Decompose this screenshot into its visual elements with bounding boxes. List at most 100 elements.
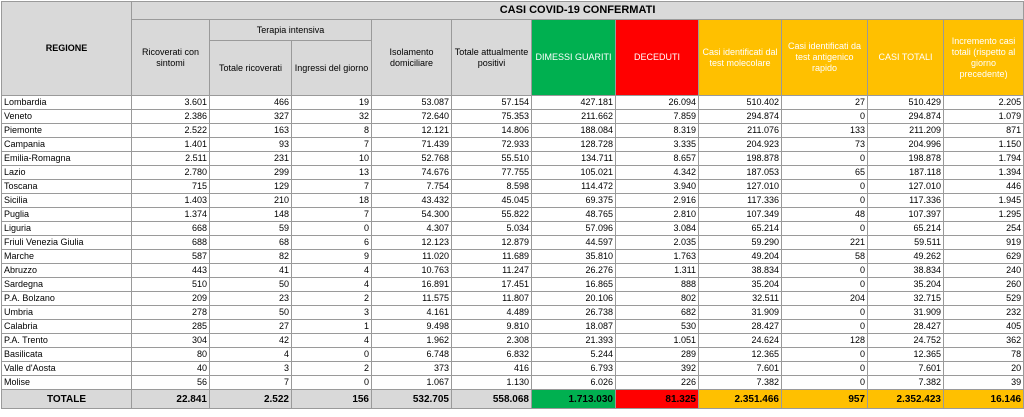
cell: 11.689 <box>451 249 532 264</box>
cell: 2.522 <box>131 123 210 138</box>
cell: 188.084 <box>531 123 616 138</box>
cell: 6.793 <box>531 361 616 376</box>
cell: 0 <box>781 263 868 278</box>
cell: 1 <box>291 319 372 334</box>
cell: 1.763 <box>615 249 699 264</box>
cell: 871 <box>942 123 1024 138</box>
cell: 204.996 <box>867 137 944 152</box>
cell: 12.879 <box>451 235 532 250</box>
cell: 4.161 <box>371 305 452 320</box>
cell: 107.397 <box>867 207 944 222</box>
cell: 254 <box>942 221 1024 236</box>
cell: 0 <box>781 277 868 292</box>
cell: 4.489 <box>451 305 532 320</box>
cell: 55.822 <box>451 207 532 222</box>
cell: 0 <box>291 347 372 362</box>
cell: 48.765 <box>531 207 616 222</box>
region-name: Basilicata <box>1 347 132 362</box>
table-row: Lazio 2.780 299 13 74.676 77.755 105.021 4.342 1… <box>1 165 1024 180</box>
column-header: DECEDUTI <box>615 19 699 96</box>
cell: 3.940 <box>615 179 699 194</box>
total-row: TOTALE 22.841 2.522 156 532.705 558.068 1.713.… <box>1 389 1024 409</box>
cell: 93 <box>209 137 292 152</box>
cell: 392 <box>615 361 699 376</box>
cell: 12.365 <box>698 347 782 362</box>
cell: 4 <box>291 263 372 278</box>
cell: 28.427 <box>698 319 782 334</box>
cell: 48 <box>781 207 868 222</box>
cell: 466 <box>209 95 292 110</box>
cell: 2.511 <box>131 151 210 166</box>
cell: 510.402 <box>698 95 782 110</box>
cell: 888 <box>615 277 699 292</box>
cell: 10.763 <box>371 263 452 278</box>
cell: 26.276 <box>531 263 616 278</box>
cell: 2.035 <box>615 235 699 250</box>
column-header: Casi identificati da test antigenico rap… <box>781 19 868 96</box>
column-header: Ricoverati con sintomi <box>131 19 210 96</box>
cell: 59.290 <box>698 235 782 250</box>
cell: 3.601 <box>131 95 210 110</box>
cell: 1.962 <box>371 333 452 348</box>
cell: 128.728 <box>531 137 616 152</box>
column-header: CASI TOTALI <box>867 19 944 96</box>
cell: 19 <box>291 95 372 110</box>
cell: 65.214 <box>867 221 944 236</box>
region-name: Veneto <box>1 109 132 124</box>
cell: 24.752 <box>867 333 944 348</box>
region-name: Sicilia <box>1 193 132 208</box>
cell: 4.342 <box>615 165 699 180</box>
cell: 11.575 <box>371 291 452 306</box>
cell: 211.209 <box>867 123 944 138</box>
cell: 204 <box>781 291 868 306</box>
total-label: TOTALE <box>1 389 132 409</box>
cell: 133 <box>781 123 868 138</box>
cell: 163 <box>209 123 292 138</box>
total-cell: 1.713.030 <box>531 389 616 409</box>
cell: 1.051 <box>615 333 699 348</box>
cell: 128 <box>781 333 868 348</box>
cell: 1.295 <box>942 207 1024 222</box>
total-cell: 2.351.466 <box>698 389 782 409</box>
cell: 221 <box>781 235 868 250</box>
cell: 0 <box>781 375 868 390</box>
table-row: Lombardia 3.601 466 19 53.087 57.154 427.181 26… <box>1 95 1024 110</box>
cell: 80 <box>131 347 210 362</box>
region-name: Marche <box>1 249 132 264</box>
cell: 32.511 <box>698 291 782 306</box>
cell: 59.511 <box>867 235 944 250</box>
cell: 3.335 <box>615 137 699 152</box>
cell: 226 <box>615 375 699 390</box>
cell: 38.834 <box>867 263 944 278</box>
cell: 7.601 <box>867 361 944 376</box>
group-header: Terapia intensiva <box>209 19 372 41</box>
region-name: Lazio <box>1 165 132 180</box>
cell: 5.244 <box>531 347 616 362</box>
table-row: Toscana 715 129 7 7.754 8.598 114.472 3.940 127.… <box>1 179 1024 194</box>
cell: 2.780 <box>131 165 210 180</box>
cell: 45.045 <box>451 193 532 208</box>
total-cell: 957 <box>781 389 868 409</box>
cell: 4.307 <box>371 221 452 236</box>
cell: 198.878 <box>867 151 944 166</box>
cell: 0 <box>781 361 868 376</box>
cell: 10 <box>291 151 372 166</box>
table-row: Valle d'Aosta 40 3 2 373 416 6.793 392 7.601 0 7.6… <box>1 361 1024 376</box>
cell: 127.010 <box>698 179 782 194</box>
cell: 3 <box>291 305 372 320</box>
region-name: Umbria <box>1 305 132 320</box>
cell: 2.308 <box>451 333 532 348</box>
cell: 682 <box>615 305 699 320</box>
cell: 23 <box>209 291 292 306</box>
cell: 1.945 <box>942 193 1024 208</box>
cell: 75.353 <box>451 109 532 124</box>
cell: 1.311 <box>615 263 699 278</box>
region-header: REGIONE <box>1 1 132 96</box>
cell: 6 <box>291 235 372 250</box>
column-header: Incremento casi totali (rispetto al gior… <box>942 19 1024 96</box>
table-row: Campania 1.401 93 7 71.439 72.933 128.728 3.335… <box>1 137 1024 152</box>
cell: 57.154 <box>451 95 532 110</box>
cell: 0 <box>781 109 868 124</box>
cell: 71.439 <box>371 137 452 152</box>
